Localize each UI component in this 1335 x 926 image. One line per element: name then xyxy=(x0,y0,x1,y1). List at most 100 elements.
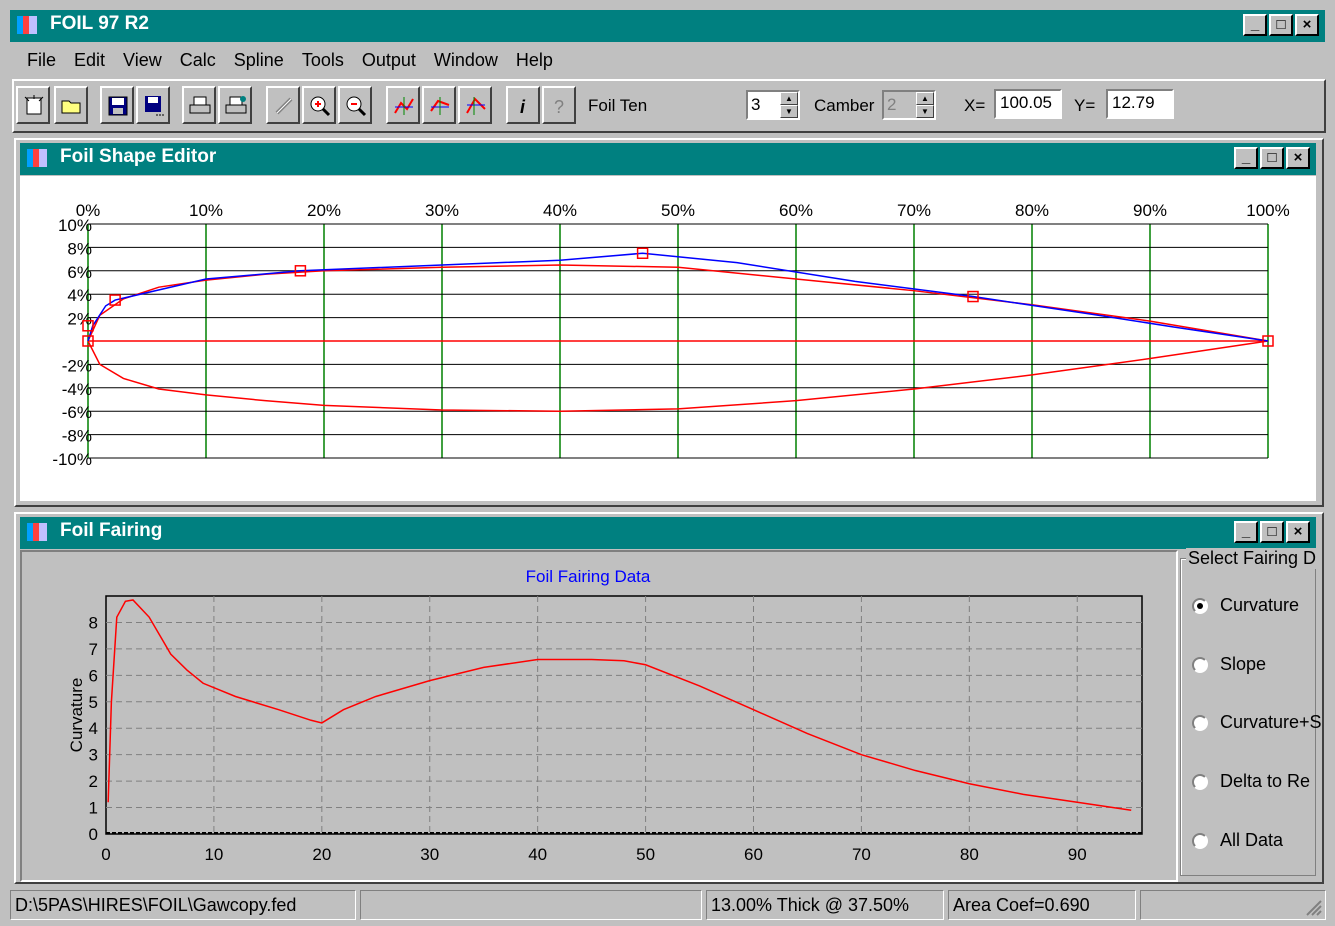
window-icon xyxy=(27,523,47,541)
menu-window[interactable]: Window xyxy=(433,50,498,70)
y-tick-label: 0 xyxy=(89,825,98,844)
option-delta-to-ref[interactable]: Delta to Re xyxy=(1192,771,1310,792)
print-button[interactable] xyxy=(182,86,216,124)
y-tick-label: -2% xyxy=(62,356,92,375)
status-resize-pane xyxy=(1140,890,1326,920)
radio-icon[interactable] xyxy=(1192,714,1208,731)
zoom-out-icon xyxy=(346,96,367,117)
x-tick-label: 10 xyxy=(204,845,223,864)
menu-view[interactable]: View xyxy=(123,50,162,70)
foil-shape-editor-window: Foil Shape Editor _ □ × 0% 10% 20% 30% 40% 50… xyxy=(14,138,1324,507)
y-tick-label: 6% xyxy=(67,263,92,282)
graph-1-button[interactable] xyxy=(386,86,420,124)
open-button[interactable] xyxy=(54,86,88,124)
x-tick-label: 90% xyxy=(1133,201,1167,220)
group-title: Select Fairing D xyxy=(1186,548,1318,569)
save-as-button[interactable] xyxy=(136,86,170,124)
camber-label: Camber xyxy=(814,96,875,115)
close-button[interactable]: × xyxy=(1286,521,1310,543)
link-button[interactable] xyxy=(266,86,300,124)
fairing-chart: 0 10 20 30 40 50 60 70 80 90 0 1 2 3 4 5 6 7 8 Foil Fairing… xyxy=(67,567,1143,864)
menu-tools[interactable]: Tools xyxy=(301,50,344,70)
option-curvature-slope[interactable]: Curvature+S xyxy=(1192,712,1322,733)
option-label: All Data xyxy=(1220,830,1284,850)
x-coordinate-field[interactable]: 100.05 xyxy=(994,89,1062,119)
control-point xyxy=(82,335,94,347)
minimize-button[interactable]: _ xyxy=(1234,147,1258,169)
foil-fairing-window: Foil Fairing _ □ × 0 10 20 30 40 50 60 70 80 90 0 1… xyxy=(14,512,1324,884)
graph-2-icon xyxy=(430,97,450,115)
foil-ten-label: Foil Ten xyxy=(588,96,648,115)
spin-down-icon[interactable]: ▼ xyxy=(916,105,934,118)
y-tick-label: -6% xyxy=(62,403,92,422)
spin-down-icon[interactable]: ▼ xyxy=(780,105,798,118)
info-button[interactable]: i xyxy=(506,86,540,124)
graph-1-icon xyxy=(394,97,414,115)
help-button[interactable]: ? xyxy=(542,86,576,124)
graph-3-button[interactable] xyxy=(458,86,492,124)
lower-surface-curve xyxy=(87,340,1269,412)
y-coordinate-field[interactable]: 12.79 xyxy=(1106,89,1174,119)
save-button[interactable] xyxy=(100,86,134,124)
option-curvature[interactable]: Curvature xyxy=(1192,595,1299,616)
new-button[interactable] xyxy=(16,86,50,124)
save-icon xyxy=(108,96,128,116)
y-tick-label: 3 xyxy=(89,746,98,765)
app-icon xyxy=(17,16,37,34)
graph-2-button[interactable] xyxy=(422,86,456,124)
help-icon: ? xyxy=(554,97,564,117)
svg-text:?: ? xyxy=(554,97,564,117)
maximize-button[interactable]: □ xyxy=(1260,147,1284,169)
foil-ten-spinner[interactable]: 3 ▲ ▼ xyxy=(746,90,800,120)
menu-calc[interactable]: Calc xyxy=(179,50,216,70)
radio-icon[interactable] xyxy=(1192,773,1208,790)
save-as-icon xyxy=(145,96,164,116)
menu-file[interactable]: File xyxy=(27,50,57,70)
y-tick-label: 6 xyxy=(89,666,98,685)
camber-spinner[interactable]: 2 ▲ ▼ xyxy=(882,90,936,120)
editor-title: Foil Shape Editor xyxy=(60,146,217,167)
close-button[interactable]: × xyxy=(1295,14,1319,36)
radio-checked-icon[interactable] xyxy=(1192,597,1208,614)
resize-grip-icon[interactable] xyxy=(1303,897,1323,917)
minimize-button[interactable]: _ xyxy=(1243,14,1267,36)
close-button[interactable]: × xyxy=(1286,147,1310,169)
maximize-button[interactable]: □ xyxy=(1260,521,1284,543)
camber-value: 2 xyxy=(887,95,897,114)
option-slope[interactable]: Slope xyxy=(1192,654,1266,675)
x-tick-label: 30% xyxy=(425,201,459,220)
print-setup-button[interactable] xyxy=(218,86,252,124)
zoom-in-button[interactable] xyxy=(302,86,336,124)
menu-output[interactable]: Output xyxy=(361,50,416,70)
menu-bar: File Edit View Calc Spline Tools Output … xyxy=(18,46,562,74)
option-all-data[interactable]: All Data xyxy=(1192,830,1283,851)
spin-up-icon[interactable]: ▲ xyxy=(916,92,934,105)
maximize-button[interactable]: □ xyxy=(1269,14,1293,36)
menu-help[interactable]: Help xyxy=(515,50,553,70)
foil-ten-value: 3 xyxy=(751,95,761,114)
x-label: X= xyxy=(964,96,986,115)
fairing-options-group: Select Fairing D Curvature Slope Curvatu… xyxy=(1178,548,1322,878)
minimize-button[interactable]: _ xyxy=(1234,521,1258,543)
x-tick-label: 60% xyxy=(779,201,813,220)
x-tick-label: 40% xyxy=(543,201,577,220)
option-label: Curvature xyxy=(1220,595,1300,615)
foil-shape-canvas[interactable]: 0% 10% 20% 30% 40% 50% 60% 70% 80% 90% 100% 10% 8% 6%… xyxy=(20,176,1316,501)
zoom-out-button[interactable] xyxy=(338,86,372,124)
radio-icon[interactable] xyxy=(1192,832,1208,849)
main-title-bar[interactable]: FOIL 97 R2 _ □ × xyxy=(10,10,1325,42)
editor-title-bar[interactable]: Foil Shape Editor _ □ × xyxy=(20,143,1316,175)
y-tick-label: -10% xyxy=(52,450,92,469)
zoom-in-icon xyxy=(310,96,331,117)
option-label: Curvature+S xyxy=(1220,712,1322,732)
menu-spline[interactable]: Spline xyxy=(233,50,284,70)
x-tick-label: 60 xyxy=(744,845,763,864)
menu-edit[interactable]: Edit xyxy=(74,50,106,70)
y-tick-label: 5 xyxy=(89,693,98,712)
y-tick-label: 10% xyxy=(58,216,92,235)
fairing-title-bar[interactable]: Foil Fairing _ □ × xyxy=(20,517,1316,549)
radio-icon[interactable] xyxy=(1192,656,1208,673)
control-point xyxy=(294,265,307,277)
foil-shape-plot[interactable]: 0% 10% 20% 30% 40% 50% 60% 70% 80% 90% 100%10%8%6%… xyxy=(20,176,1316,501)
spin-up-icon[interactable]: ▲ xyxy=(780,92,798,105)
